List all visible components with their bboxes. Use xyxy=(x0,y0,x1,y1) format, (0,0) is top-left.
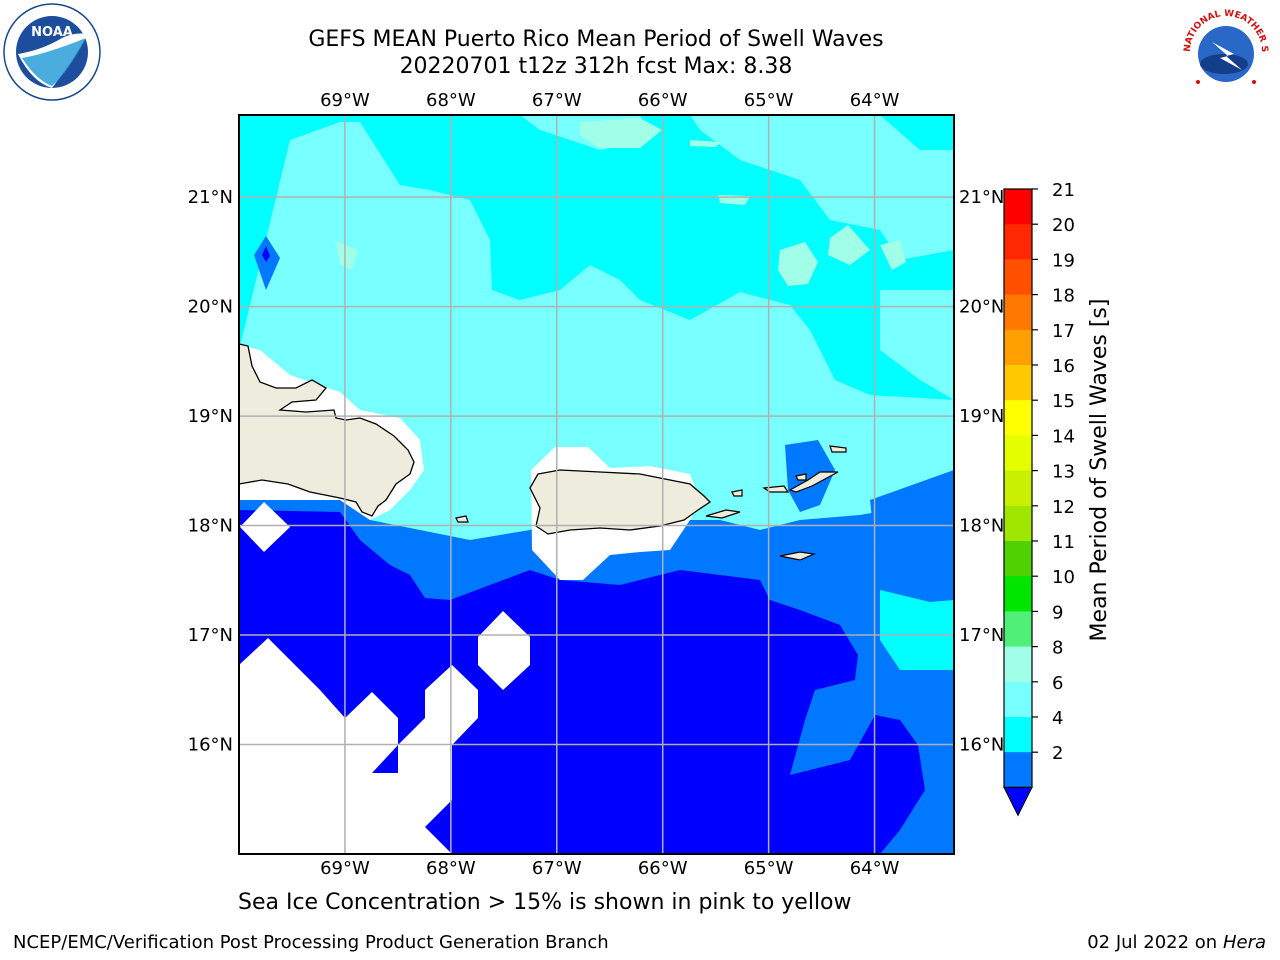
lon-label-bottom: 67°W xyxy=(532,858,582,879)
colorbar-under-triangle xyxy=(1003,786,1033,817)
colorbar-cell xyxy=(1004,576,1032,612)
colorbar-cell xyxy=(1004,717,1032,753)
noaa-logo-text: NOAA xyxy=(31,25,73,40)
colorbar-tick-label: 18 xyxy=(1052,286,1075,307)
colorbar-tick-label: 12 xyxy=(1052,497,1075,518)
colorbar-cell xyxy=(1004,224,1032,260)
lat-label-left: 18°N xyxy=(188,516,233,537)
colorbar-tick-label: 13 xyxy=(1052,462,1075,483)
colorbar-label: Mean Period of Swell Waves [s] xyxy=(1087,299,1112,642)
noaa-logo-icon: NOAA xyxy=(3,3,101,101)
lon-label-top: 69°W xyxy=(320,90,370,111)
colorbar-cell xyxy=(1004,365,1032,401)
colorbar: 21 20 19 18 17 16 15 14 13 12 11 10 9 8 6 4 2 Mean Perio… xyxy=(1003,180,1112,817)
colorbar-tick-label: 15 xyxy=(1052,391,1075,412)
colorbar-tick-label: 2 xyxy=(1052,743,1063,764)
lat-label-right: 20°N xyxy=(959,297,1004,318)
lat-label-right: 16°N xyxy=(959,735,1004,756)
lat-label-left: 17°N xyxy=(188,625,233,646)
colorbar-tick-label: 19 xyxy=(1052,250,1075,271)
colorbar-cell xyxy=(1004,400,1032,436)
lat-label-left: 20°N xyxy=(188,297,233,318)
lat-label-left: 16°N xyxy=(188,735,233,756)
colorbar-cell xyxy=(1004,189,1032,225)
axis-tick-labels: 69°W 69°W 68°W 68°W 67°W 67°W 66°W 66°W 65°W 65°W… xyxy=(188,90,1005,879)
colorbar-cell xyxy=(1004,752,1032,788)
colorbar-cell xyxy=(1004,435,1032,472)
footer-date: 02 Jul 2022 on Hera xyxy=(1087,932,1266,953)
footer-credit: NCEP/EMC/Verification Post Processing Pr… xyxy=(13,932,609,953)
lon-label-bottom: 69°W xyxy=(320,858,370,879)
lat-label-right: 19°N xyxy=(959,406,1004,427)
sea-ice-note: Sea Ice Concentration > 15% is shown in … xyxy=(238,890,852,915)
footer-host: Hera xyxy=(1222,932,1266,953)
lat-label-right: 18°N xyxy=(959,516,1004,537)
colorbar-tick-label: 14 xyxy=(1052,426,1075,447)
map-subtitle: 20220701 t12z 312h fcst Max: 8.38 xyxy=(399,54,793,79)
lat-label-right: 21°N xyxy=(959,187,1004,208)
colorbar-cell xyxy=(1004,329,1032,366)
lon-label-bottom: 66°W xyxy=(638,858,688,879)
period-8-9-region xyxy=(580,118,662,148)
lat-label-left: 21°N xyxy=(188,187,233,208)
lon-label-top: 65°W xyxy=(744,90,794,111)
colorbar-tick-label: 6 xyxy=(1052,673,1063,694)
colorbar-cell xyxy=(1004,646,1032,683)
lon-label-bottom: 64°W xyxy=(850,858,900,879)
colorbar-tick-label: 8 xyxy=(1052,638,1063,659)
colorbar-cell xyxy=(1004,541,1032,577)
lon-label-bottom: 68°W xyxy=(426,858,476,879)
colorbar-tick-label: 11 xyxy=(1052,532,1075,553)
colorbar-tick-label: 9 xyxy=(1052,602,1063,623)
colorbar-tick-label: 4 xyxy=(1052,708,1063,729)
lon-label-top: 68°W xyxy=(426,90,476,111)
colorbar-cell xyxy=(1004,505,1032,542)
lon-label-top: 67°W xyxy=(532,90,582,111)
colorbar-tick-label: 21 xyxy=(1052,180,1075,201)
colorbar-cell xyxy=(1004,259,1032,296)
colorbar-cell xyxy=(1004,470,1032,507)
colorbar-cell xyxy=(1004,681,1032,718)
colorbar-tick-label: 16 xyxy=(1052,356,1075,377)
colorbar-tick-label: 10 xyxy=(1052,567,1075,588)
colorbar-tick-label: 17 xyxy=(1052,321,1075,342)
colorbar-cell xyxy=(1004,611,1032,648)
lon-label-top: 64°W xyxy=(850,90,900,111)
lon-label-bottom: 65°W xyxy=(744,858,794,879)
colorbar-cell xyxy=(1004,294,1032,331)
lon-label-top: 66°W xyxy=(638,90,688,111)
graticule xyxy=(239,115,954,854)
nws-logo-icon: NATIONAL WEATHER SERVICE xyxy=(1176,2,1274,100)
colorbar-tick-label: 20 xyxy=(1052,215,1075,236)
map-frame xyxy=(238,114,955,855)
lat-label-left: 19°N xyxy=(188,406,233,427)
map-title: GEFS MEAN Puerto Rico Mean Period of Swe… xyxy=(308,27,884,52)
lat-label-right: 17°N xyxy=(959,625,1004,646)
